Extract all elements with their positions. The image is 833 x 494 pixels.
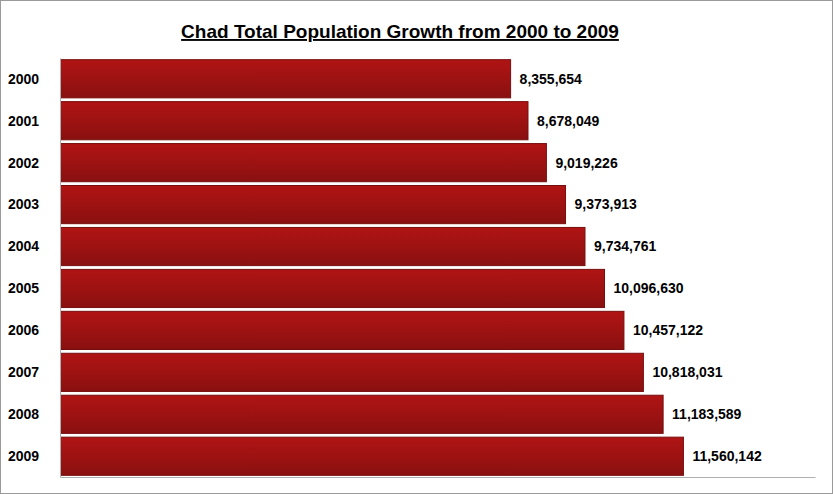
tick: 2009 bbox=[8, 448, 60, 464]
tick-label: 2001 bbox=[8, 113, 39, 129]
axis-line bbox=[61, 477, 816, 478]
bar bbox=[60, 437, 683, 475]
x-axis bbox=[61, 477, 816, 478]
axis-line bbox=[60, 59, 61, 478]
tick-label: 2000 bbox=[8, 71, 39, 87]
bar bbox=[60, 144, 546, 182]
data-label: 9,019,226 bbox=[555, 155, 617, 171]
tick-label: 2009 bbox=[8, 448, 39, 464]
tick-label: 2007 bbox=[8, 364, 39, 380]
tick: 2002 bbox=[8, 155, 60, 171]
y-axis: 2000 2001 2002 2003 2004 2005 2006 2007 2008 2009 bbox=[8, 59, 61, 478]
bar bbox=[60, 395, 663, 433]
tick: 2005 bbox=[8, 280, 60, 296]
bar bbox=[60, 102, 528, 140]
bar bbox=[60, 60, 511, 98]
tick-label: 2002 bbox=[8, 155, 39, 171]
tick-label: 2006 bbox=[8, 322, 39, 338]
data-label: 11,183,589 bbox=[672, 406, 742, 422]
tick: 2001 bbox=[8, 113, 60, 129]
tick: 2007 bbox=[8, 364, 60, 380]
data-label: 10,818,031 bbox=[652, 364, 722, 380]
data-label: 11,560,142 bbox=[692, 448, 762, 464]
bar bbox=[60, 311, 624, 349]
title: Chad Total Population Growth from 2000 t… bbox=[181, 21, 619, 42]
chart: Chad Total Population Growth from 2000 t… bbox=[0, 0, 833, 494]
bar bbox=[60, 269, 604, 307]
tick: 2006 bbox=[8, 322, 60, 338]
bar bbox=[60, 353, 643, 391]
tick-label: 2004 bbox=[8, 238, 39, 254]
border bbox=[1, 1, 833, 494]
data-label: 9,373,913 bbox=[575, 196, 637, 212]
tick: 2004 bbox=[8, 238, 60, 254]
tick: 2000 bbox=[8, 71, 60, 87]
data-labels: 8,355,654 8,678,049 9,019,226 9,373,913 9,73… bbox=[520, 71, 762, 464]
tick: 2003 bbox=[8, 196, 60, 212]
tick: 2008 bbox=[8, 406, 60, 422]
bar bbox=[60, 227, 585, 265]
bar bbox=[60, 186, 566, 224]
data-label: 9,734,761 bbox=[594, 238, 656, 254]
data-label: 10,457,122 bbox=[633, 322, 703, 338]
data-label: 10,096,630 bbox=[613, 280, 683, 296]
bars bbox=[60, 60, 683, 476]
data-label: 8,678,049 bbox=[537, 113, 599, 129]
tick-label: 2003 bbox=[8, 196, 39, 212]
tick-label: 2008 bbox=[8, 406, 39, 422]
data-label: 8,355,654 bbox=[520, 71, 582, 87]
tick-label: 2005 bbox=[8, 280, 39, 296]
